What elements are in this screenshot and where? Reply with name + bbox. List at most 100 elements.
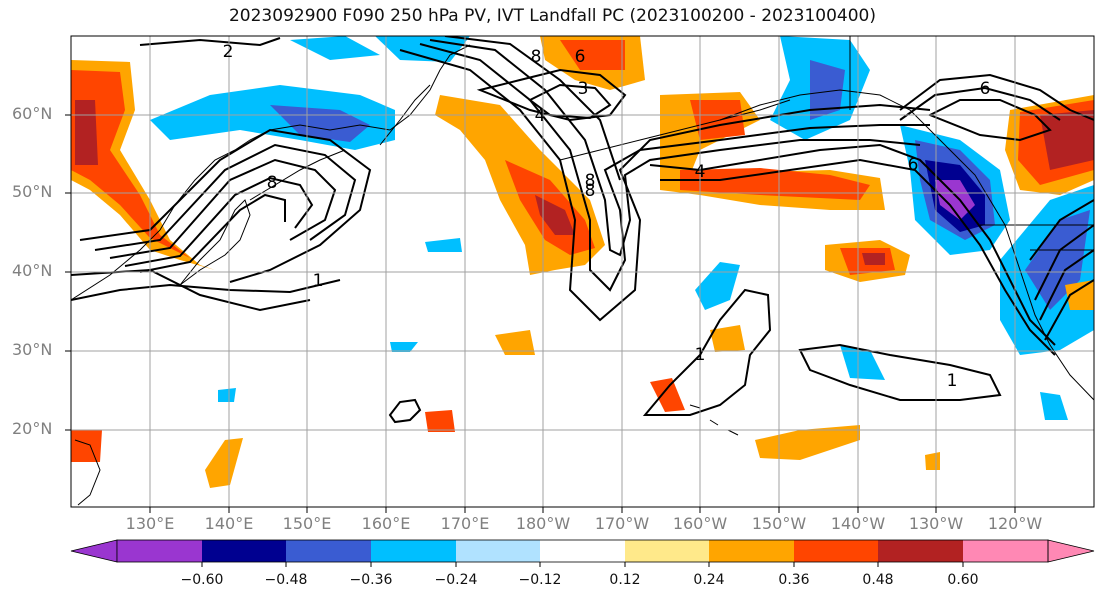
pv-positive-region [205,438,243,488]
contour-label: 1 [947,371,958,391]
pv-strong-core [862,253,885,265]
contour-label: 3 [578,79,589,99]
colorbar-tick-label: −0.48 [264,572,308,588]
pv-positive-region [650,378,685,412]
shading-layer: 2 8 3 4 8 6 4 6 8 8 1 6 1 1 [71,36,1094,507]
pv-positive-core [680,168,870,200]
contour-label: 8 [531,47,542,67]
lat-label: 30°N [12,340,53,359]
colorbar-tick-label: 0.24 [693,572,725,588]
pv-positive-region [755,425,860,460]
colorbar [70,539,1095,567]
contour-label: 4 [695,162,706,182]
contour-line [798,343,1002,401]
colorbar-segment [963,540,1048,562]
colorbar-tick-label: −0.12 [518,572,562,588]
graticule [71,36,1094,507]
colorbar-segment [794,540,878,562]
pv-negative-region [390,342,418,352]
contour-line [109,158,337,259]
contour-label: 1 [695,345,706,365]
colorbar-tick-label: 0.12 [609,572,641,588]
colorbar-extend-low [70,539,118,563]
pv-negative-core [810,60,845,120]
contour-line [1039,249,1094,321]
colorbar-tick-label: 0.48 [862,572,894,588]
contour-line [927,99,1052,142]
colorbar-tick-label: 0.60 [947,572,979,588]
contour-line [139,193,286,273]
pv-positive-region [925,452,940,470]
lon-label: 130°E [125,514,175,533]
pv-positive-region [1065,280,1094,310]
contour-line [444,36,621,181]
pv-strong-core [535,195,575,235]
lat-label: 50°N [12,182,53,201]
colorbar-frame [116,539,1049,563]
colorbar-tick-label: −0.36 [349,572,393,588]
contour-label: 6 [980,79,991,99]
japan-coastline [179,199,251,286]
lat-label: 40°N [12,261,53,280]
lon-label: 160°W [672,514,728,533]
lon-label: 150°E [282,514,332,533]
lon-label: 180°W [515,514,571,533]
colorbar-segment [202,540,286,562]
contour-line [1044,279,1094,341]
colorbar-segment [456,540,540,562]
map-title: 2023092900 F090 250 hPa PV, IVT Landfall… [228,6,876,26]
lon-label: 140°W [830,514,886,533]
colorbar-segment [878,540,963,562]
pv-negative-region [150,85,395,150]
pv-negative-region [290,36,380,60]
pv-positive-core [690,100,745,140]
colorbar-tick-label: −0.24 [434,572,478,588]
contour-label-layer: 2 8 3 4 8 6 4 6 8 8 1 6 1 1 [223,42,991,391]
pv-negative-region [375,36,470,62]
contour-label: 6 [575,47,586,67]
lon-label: 130°W [908,514,964,533]
contour-label: 4 [535,106,546,126]
aleutian-islands [559,99,791,161]
colorbar-segment [540,540,625,562]
contour-line [71,268,311,312]
contour-label: 6 [908,155,919,175]
contour-label: 2 [223,42,234,62]
contour-line [660,158,1056,356]
contour-line [79,128,372,283]
lon-label: 170°E [440,514,490,533]
contour-label: 8 [267,173,278,193]
colorbar-segment [709,540,794,562]
pv-strong-core [1040,110,1094,170]
axis-ticks [65,114,1016,513]
contour-line [388,398,422,424]
lon-label: 170°W [594,514,650,533]
pv-positive-core [560,40,625,70]
contour-line [649,143,1056,346]
hawaii-islands [689,404,739,436]
contour-line [139,37,281,47]
contour-label: 8 [585,181,596,201]
pv-positive-region [710,325,745,352]
lat-label: 60°N [12,104,53,123]
colorbar-tick-label: −0.60 [180,572,224,588]
colorbar-segment [286,540,371,562]
colorbar-segment [371,540,456,562]
contour-label: 8 [585,171,596,191]
pv-positive-region [425,410,455,432]
pv-negative-region [695,262,740,310]
pv-negative-region [1040,392,1068,420]
pv-negative-extreme [935,180,975,220]
philippines-coastline [74,439,101,506]
colorbar-segment [625,540,709,562]
north-america-interior [849,36,1094,251]
lon-label: 160°E [361,514,411,533]
colorbar-extend-high [1047,539,1095,563]
lon-label: 140°E [204,514,254,533]
pv-positive-region [71,430,102,462]
pv-negative-region [425,238,462,252]
contour-line [899,86,1061,121]
pv-positive-core [71,70,190,258]
lat-label: 20°N [12,419,53,438]
